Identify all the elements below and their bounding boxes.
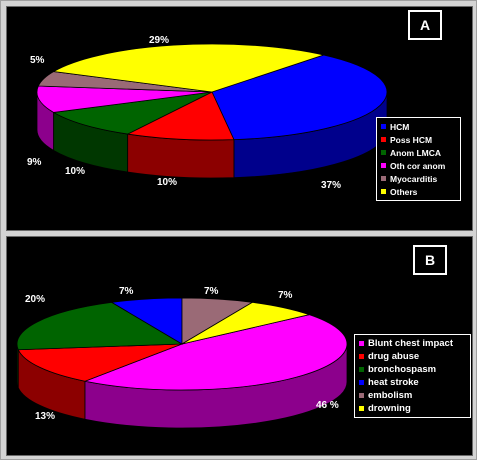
pie-side-poss-hcm xyxy=(127,133,235,179)
pie-slice-drug-abuse xyxy=(17,343,183,382)
legend-swatch-drowning xyxy=(359,406,364,411)
legend-label-hcm: HCM xyxy=(390,121,410,132)
legend-swatch-myocarditis xyxy=(381,176,386,181)
legend-item-embolism: embolism xyxy=(359,389,466,402)
pie-slice-drowning xyxy=(181,301,311,345)
legend-label-myocarditis: Myocarditis xyxy=(390,173,438,184)
legend-item-hcm: HCM xyxy=(381,120,456,133)
legend-item-drug-abuse: drug abuse xyxy=(359,350,466,363)
legend-label-heat-stroke: heat stroke xyxy=(368,377,419,388)
legend-item-bronchospasm: bronchospasm xyxy=(359,363,466,376)
value-label-myocarditis: 5% xyxy=(30,55,45,66)
pie-slice-bronchospasm xyxy=(16,301,184,351)
legend-item-anom-lmca: Anom LMCA xyxy=(381,146,456,159)
legend-label-drug-abuse: drug abuse xyxy=(368,351,420,362)
legend-item-heat-stroke: heat stroke xyxy=(359,376,466,389)
legend-swatch-hcm xyxy=(381,124,386,129)
panel-a: A HCM Poss HCM Anom LMCA Oth cor anom Myocar… xyxy=(6,6,473,231)
pie-slice-blunt-chest-impact xyxy=(83,314,348,391)
legend-label-oth-cor-anom: Oth cor anom xyxy=(390,160,446,171)
legend-label-anom-lmca: Anom LMCA xyxy=(390,147,441,158)
legend-swatch-others xyxy=(381,189,386,194)
legend-b: Blunt chest impact drug abuse bronchospasm… xyxy=(354,334,471,418)
legend-item-others: Others xyxy=(381,185,456,198)
value-label-heat-stroke: 7% xyxy=(119,286,134,297)
value-label-oth-cor-anom: 9% xyxy=(27,157,42,168)
legend-label-poss-hcm: Poss HCM xyxy=(390,134,433,145)
legend-swatch-bronchospasm xyxy=(359,367,364,372)
value-label-others: 29% xyxy=(149,35,170,46)
legend-item-drowning: drowning xyxy=(359,402,466,415)
pie-slice-anom-lmca xyxy=(52,91,213,135)
legend-swatch-oth-cor-anom xyxy=(381,163,386,168)
pie-chart-a xyxy=(36,43,388,179)
legend-swatch-embolism xyxy=(359,393,364,398)
legend-swatch-drug-abuse xyxy=(359,354,364,359)
value-label-drug-abuse: 13% xyxy=(35,411,56,422)
legend-label-bronchospasm: bronchospasm xyxy=(368,364,437,375)
value-label-anom-lmca: 10% xyxy=(65,166,86,177)
pie-slice-poss-hcm xyxy=(126,91,235,141)
legend-item-poss-hcm: Poss HCM xyxy=(381,133,456,146)
panel-label-a: A xyxy=(408,10,442,40)
legend-label-drowning: drowning xyxy=(368,403,411,414)
value-label-blunt-chest-impact: 46 % xyxy=(316,400,339,411)
pie-chart-b xyxy=(16,297,348,429)
legend-item-myocarditis: Myocarditis xyxy=(381,172,456,185)
legend-swatch-heat-stroke xyxy=(359,380,364,385)
value-label-bronchospasm: 20% xyxy=(25,294,46,305)
legend-label-others: Others xyxy=(390,186,418,197)
value-label-poss-hcm: 10% xyxy=(157,177,178,188)
value-label-embolism: 7% xyxy=(204,286,219,297)
pie-slice-hcm xyxy=(211,54,388,141)
value-label-drowning: 7% xyxy=(278,290,293,301)
legend-swatch-blunt-chest-impact xyxy=(359,341,364,346)
legend-a: HCM Poss HCM Anom LMCA Oth cor anom Myocardi… xyxy=(376,117,461,201)
value-label-hcm: 37% xyxy=(321,180,342,191)
legend-item-blunt-chest-impact: Blunt chest impact xyxy=(359,337,466,350)
pie-slice-others xyxy=(52,43,326,93)
pie-slice-oth-cor-anom xyxy=(36,85,213,113)
panel-b: B Blunt chest impact drug abuse bronchospa… xyxy=(6,236,473,456)
legend-swatch-poss-hcm xyxy=(381,137,386,142)
legend-swatch-anom-lmca xyxy=(381,150,386,155)
legend-item-oth-cor-anom: Oth cor anom xyxy=(381,159,456,172)
legend-label-blunt-chest-impact: Blunt chest impact xyxy=(368,338,453,349)
legend-label-embolism: embolism xyxy=(368,390,413,401)
panel-label-b: B xyxy=(413,245,447,275)
